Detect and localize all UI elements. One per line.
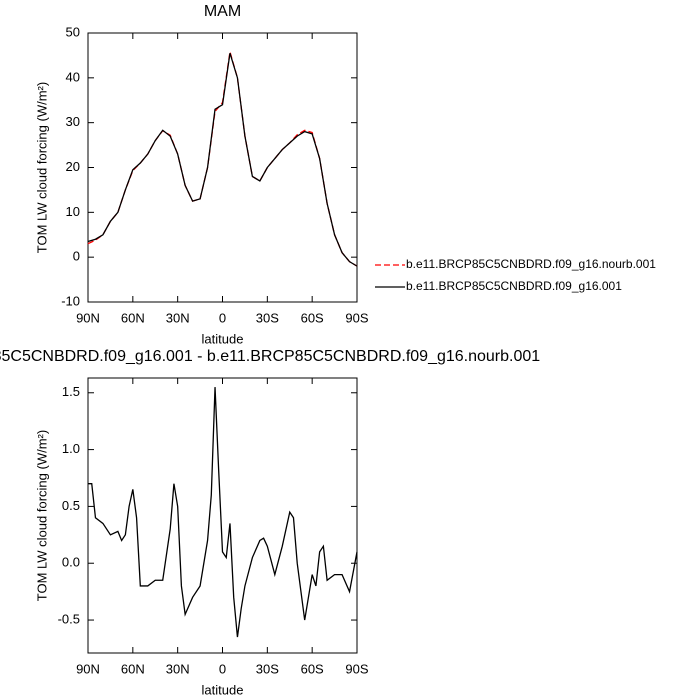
legend-label: b.e11.BRCP85C5CNBDRD.f09_g16.001 bbox=[406, 279, 622, 293]
plot-frame bbox=[87, 32, 358, 303]
x-axis-label: latitude bbox=[202, 682, 244, 697]
y-tick-label: 0.0 bbox=[62, 555, 80, 570]
y-axis-label: TOM LW cloud forcing (W/m²) bbox=[34, 430, 49, 601]
y-tick-label: 1.5 bbox=[62, 384, 80, 399]
y-tick-label: -0.5 bbox=[58, 611, 80, 626]
y-tick-label: 50 bbox=[66, 24, 80, 39]
x-tick-label: 30S bbox=[256, 661, 279, 676]
chart-title: MAM bbox=[204, 3, 241, 20]
x-tick-label: 0 bbox=[219, 661, 226, 676]
y-tick-label: 10 bbox=[66, 204, 80, 219]
y-axis-label: TOM LW cloud forcing (W/m²) bbox=[34, 82, 49, 253]
y-tick-label: -10 bbox=[61, 293, 80, 308]
x-tick-label: 0 bbox=[219, 310, 226, 325]
y-tick-label: 20 bbox=[66, 159, 80, 174]
x-tick-label: 30N bbox=[166, 310, 190, 325]
data-line bbox=[88, 387, 358, 638]
x-tick-label: 90S bbox=[345, 310, 368, 325]
data-line bbox=[87, 51, 358, 267]
x-tick-label: 60S bbox=[301, 310, 324, 325]
legend-label: b.e11.BRCP85C5CNBDRD.f09_g16.nourb.001 bbox=[406, 257, 656, 271]
x-tick-label: 60N bbox=[121, 310, 145, 325]
y-tick-label: 40 bbox=[66, 69, 80, 84]
data-line bbox=[87, 52, 358, 267]
x-axis-label: latitude bbox=[202, 331, 244, 346]
x-tick-label: 90N bbox=[76, 310, 100, 325]
y-tick-label: 1.0 bbox=[62, 441, 80, 456]
y-tick-label: 30 bbox=[66, 114, 80, 129]
x-tick-label: 30S bbox=[256, 310, 279, 325]
y-tick-label: 0 bbox=[73, 249, 80, 264]
x-tick-label: 60S bbox=[301, 661, 324, 676]
y-tick-label: 0.5 bbox=[62, 498, 80, 513]
x-tick-label: 30N bbox=[166, 661, 190, 676]
x-tick-label: 60N bbox=[121, 661, 145, 676]
x-tick-label: 90S bbox=[345, 661, 368, 676]
x-tick-label: 90N bbox=[76, 661, 100, 676]
chart-title: b.e11.BRCP85C5CNBDRD.f09_g16.001 - b.e11… bbox=[0, 348, 540, 365]
